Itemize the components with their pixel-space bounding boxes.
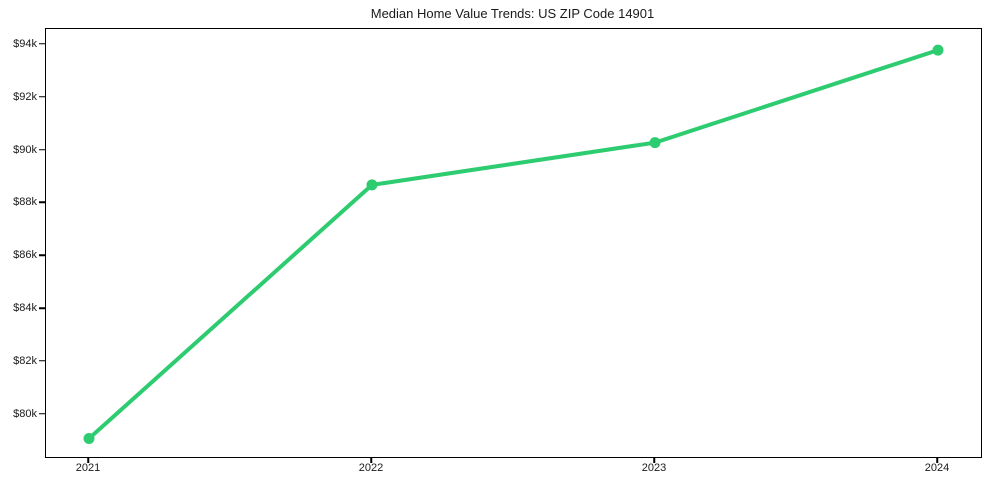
- plot-area: [45, 28, 982, 458]
- y-tick-label: $82k: [13, 354, 37, 367]
- trend-line: [87, 48, 940, 441]
- y-tick-label: $94k: [13, 37, 37, 50]
- chart-title: Median Home Value Trends: US ZIP Code 14…: [370, 6, 655, 21]
- x-tick-mark: [653, 457, 655, 463]
- y-tick-label: $92k: [13, 90, 37, 103]
- y-tick-mark: [39, 307, 45, 309]
- data-point-marker: [366, 179, 378, 191]
- y-tick-mark: [39, 43, 45, 45]
- x-tick-mark: [87, 457, 89, 463]
- x-tick-label: 2023: [641, 462, 667, 474]
- x-tick-label: 2024: [924, 462, 950, 474]
- x-tick-label: 2021: [75, 462, 101, 474]
- y-tick-label: $86k: [13, 249, 37, 262]
- y-tick-mark: [39, 254, 45, 256]
- x-tick-mark: [936, 457, 938, 463]
- y-tick-label: $90k: [13, 143, 37, 156]
- line-series-canvas: [83, 44, 944, 444]
- data-point-marker: [649, 137, 661, 149]
- x-tick-label: 2022: [358, 462, 384, 474]
- x-tick-mark: [370, 457, 372, 463]
- y-tick-mark: [39, 201, 45, 204]
- y-tick-label: $80k: [13, 407, 37, 420]
- data-point-marker: [83, 433, 95, 444]
- y-tick-mark: [39, 360, 45, 362]
- y-tick-label: $88k: [13, 196, 37, 209]
- y-tick-label: $84k: [13, 302, 37, 315]
- data-point-marker: [932, 44, 944, 56]
- y-tick-mark: [39, 95, 45, 98]
- y-tick-mark: [39, 412, 45, 415]
- y-tick-mark: [39, 148, 45, 151]
